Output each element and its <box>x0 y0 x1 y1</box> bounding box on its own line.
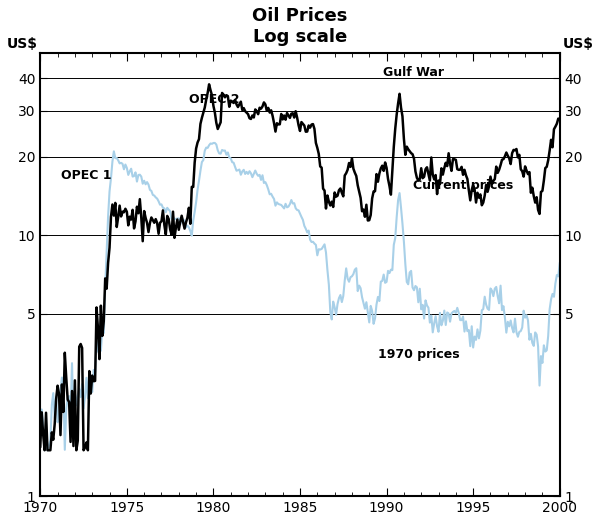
Text: Gulf War: Gulf War <box>383 66 444 79</box>
Title: Oil Prices
Log scale: Oil Prices Log scale <box>253 7 347 46</box>
Text: US$: US$ <box>7 37 38 51</box>
Text: OPEC 2: OPEC 2 <box>189 93 239 106</box>
Text: 1970 prices: 1970 prices <box>378 348 460 361</box>
Text: US$: US$ <box>562 37 593 51</box>
Text: Current prices: Current prices <box>413 179 513 192</box>
Text: OPEC 1: OPEC 1 <box>61 169 112 182</box>
